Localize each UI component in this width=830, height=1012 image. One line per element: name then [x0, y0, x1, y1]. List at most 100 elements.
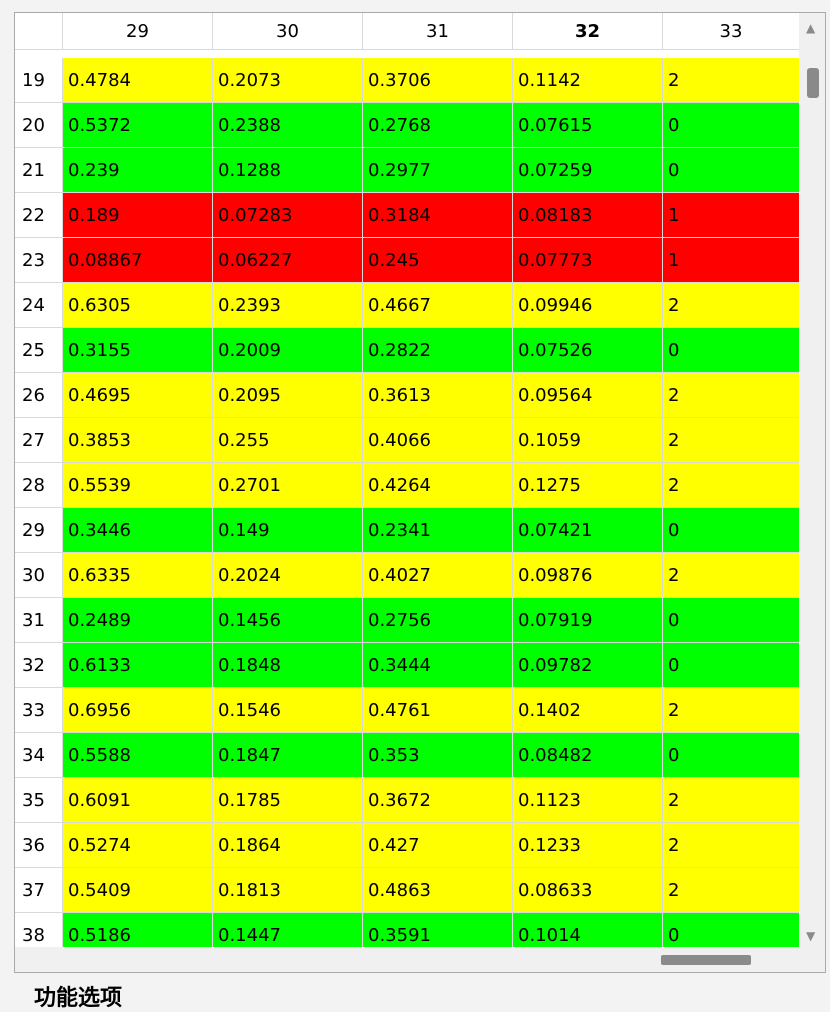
- row-header[interactable]: 32: [15, 643, 63, 688]
- row-header[interactable]: 23: [15, 238, 63, 283]
- row-header[interactable]: 35: [15, 778, 63, 823]
- table-cell[interactable]: 0.2701: [213, 463, 363, 508]
- table-cell[interactable]: 0.5186: [63, 913, 213, 949]
- table-cell[interactable]: 0.2393: [213, 283, 363, 328]
- table-cell[interactable]: 0.3613: [363, 373, 513, 418]
- table-cell[interactable]: 0.6335: [63, 553, 213, 598]
- table-cell[interactable]: 2: [663, 463, 800, 508]
- table-cell[interactable]: 0.07615: [513, 103, 663, 148]
- column-header[interactable]: 32: [513, 13, 663, 50]
- table-cell[interactable]: 0.353: [363, 733, 513, 778]
- table-cell[interactable]: 0.3853: [63, 418, 213, 463]
- table-cell[interactable]: 0.1123: [513, 778, 663, 823]
- row-header[interactable]: 31: [15, 598, 63, 643]
- table-cell[interactable]: 0: [663, 913, 800, 949]
- table-cell[interactable]: 0.1813: [213, 868, 363, 913]
- table-cell[interactable]: 0.4761: [363, 688, 513, 733]
- column-header[interactable]: 30: [213, 13, 363, 50]
- table-cell[interactable]: 0.1546: [213, 688, 363, 733]
- table-cell[interactable]: 0.239: [63, 148, 213, 193]
- table-cell[interactable]: 2: [663, 553, 800, 598]
- table-cell[interactable]: 0.2341: [363, 508, 513, 553]
- row-header[interactable]: 30: [15, 553, 63, 598]
- corner-header[interactable]: [15, 13, 63, 50]
- table-cell[interactable]: 0.4027: [363, 553, 513, 598]
- column-header[interactable]: 29: [63, 13, 213, 50]
- table-cell[interactable]: 0.07283: [213, 193, 363, 238]
- table-cell[interactable]: 0.1233: [513, 823, 663, 868]
- table-cell[interactable]: 0.4863: [363, 868, 513, 913]
- table-cell[interactable]: 0.2489: [63, 598, 213, 643]
- vertical-scroll-thumb[interactable]: [807, 68, 819, 98]
- table-cell[interactable]: 0.2388: [213, 103, 363, 148]
- row-header[interactable]: 36: [15, 823, 63, 868]
- table-cell[interactable]: 0.08633: [513, 868, 663, 913]
- table-cell[interactable]: 0.5539: [63, 463, 213, 508]
- table-cell[interactable]: 0.09564: [513, 373, 663, 418]
- table-cell[interactable]: 1: [663, 193, 800, 238]
- table-cell[interactable]: 0.6133: [63, 643, 213, 688]
- table-cell[interactable]: 0.149: [213, 508, 363, 553]
- table-cell[interactable]: 0.5409: [63, 868, 213, 913]
- table-cell[interactable]: 2: [663, 868, 800, 913]
- row-header[interactable]: 19: [15, 58, 63, 103]
- table-cell[interactable]: 0: [663, 733, 800, 778]
- table-cell[interactable]: 0.3446: [63, 508, 213, 553]
- table-cell[interactable]: 0.1014: [513, 913, 663, 949]
- table-cell[interactable]: 0.1864: [213, 823, 363, 868]
- table-cell[interactable]: 0.3155: [63, 328, 213, 373]
- table-cell[interactable]: 0.5274: [63, 823, 213, 868]
- table-cell[interactable]: 0.3591: [363, 913, 513, 949]
- horizontal-scroll-thumb[interactable]: [661, 955, 751, 965]
- table-cell[interactable]: 0: [663, 148, 800, 193]
- data-table[interactable]: 29 30 31 32 33 19 0.4784 0.2073 0.3706 0.1142 2 20 0…: [15, 13, 800, 949]
- table-cell[interactable]: 0: [663, 643, 800, 688]
- table-cell[interactable]: 0.07773: [513, 238, 663, 283]
- table-cell[interactable]: 0.1275: [513, 463, 663, 508]
- table-cell[interactable]: 0.2768: [363, 103, 513, 148]
- table-cell[interactable]: 0.6305: [63, 283, 213, 328]
- table-cell[interactable]: 0.245: [363, 238, 513, 283]
- table-cell[interactable]: 0.4264: [363, 463, 513, 508]
- row-header[interactable]: 28: [15, 463, 63, 508]
- table-cell[interactable]: 0.1059: [513, 418, 663, 463]
- table-cell[interactable]: 0.07919: [513, 598, 663, 643]
- up-arrow-icon[interactable]: ▲: [806, 21, 816, 35]
- table-cell[interactable]: 0.07526: [513, 328, 663, 373]
- column-header[interactable]: 33: [663, 13, 800, 50]
- row-header[interactable]: 20: [15, 103, 63, 148]
- down-arrow-icon[interactable]: ▼: [806, 929, 816, 943]
- table-cell[interactable]: 2: [663, 823, 800, 868]
- table-cell[interactable]: 2: [663, 778, 800, 823]
- table-cell[interactable]: 0.5588: [63, 733, 213, 778]
- table-cell[interactable]: 0.08183: [513, 193, 663, 238]
- table-cell[interactable]: 0.07421: [513, 508, 663, 553]
- table-cell[interactable]: 0.2095: [213, 373, 363, 418]
- table-cell[interactable]: 0.1456: [213, 598, 363, 643]
- row-header[interactable]: 34: [15, 733, 63, 778]
- row-header[interactable]: 37: [15, 868, 63, 913]
- table-cell[interactable]: 0.1288: [213, 148, 363, 193]
- table-cell[interactable]: 0.4784: [63, 58, 213, 103]
- table-cell[interactable]: 0.6956: [63, 688, 213, 733]
- table-cell[interactable]: 0.08482: [513, 733, 663, 778]
- table-cell[interactable]: 0.2756: [363, 598, 513, 643]
- column-header[interactable]: 31: [363, 13, 513, 50]
- row-header[interactable]: 38: [15, 913, 63, 949]
- table-cell[interactable]: 0: [663, 103, 800, 148]
- table-cell[interactable]: 0: [663, 598, 800, 643]
- table-cell[interactable]: 0.08867: [63, 238, 213, 283]
- table-cell[interactable]: 2: [663, 283, 800, 328]
- table-cell[interactable]: 0.2024: [213, 553, 363, 598]
- table-cell[interactable]: 0.5372: [63, 103, 213, 148]
- table-cell[interactable]: 0.07259: [513, 148, 663, 193]
- table-cell[interactable]: 0.1142: [513, 58, 663, 103]
- table-cell[interactable]: 0.06227: [213, 238, 363, 283]
- table-cell[interactable]: 2: [663, 418, 800, 463]
- table-cell[interactable]: 0.427: [363, 823, 513, 868]
- vertical-scrollbar[interactable]: ▲ ▼: [799, 13, 825, 949]
- row-header[interactable]: 29: [15, 508, 63, 553]
- table-cell[interactable]: 0.09876: [513, 553, 663, 598]
- table-cell[interactable]: 0: [663, 328, 800, 373]
- row-header[interactable]: 22: [15, 193, 63, 238]
